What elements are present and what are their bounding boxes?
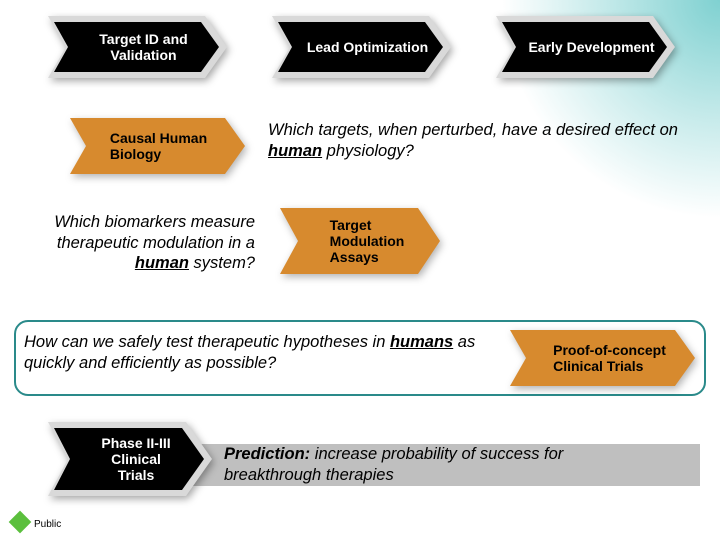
stage-label: Early Development: [502, 22, 667, 72]
chevron-target-modulation: TargetModulationAssays: [280, 208, 440, 274]
chevron-causal-biology: Causal HumanBiology: [70, 118, 245, 174]
chevron-label: Causal HumanBiology: [70, 118, 245, 174]
question-targets: Which targets, when perturbed, have a de…: [268, 120, 688, 161]
chevron-poc-trials: Proof-of-conceptClinical Trials: [510, 330, 695, 386]
stage-label: Phase II-IIIClinicalTrials: [54, 428, 204, 490]
stage-phase-2-3: Phase II-IIIClinicalTrials: [54, 428, 204, 490]
footer-icon: [9, 511, 32, 534]
stage-label: Target ID andValidation: [54, 22, 219, 72]
question-biomarkers: Which biomarkers measure therapeutic mod…: [10, 212, 255, 274]
chevron-label: TargetModulationAssays: [280, 208, 440, 274]
prediction-text: Prediction: increase probability of succ…: [224, 444, 654, 485]
footer-label: Public: [34, 519, 61, 530]
stage-label: Lead Optimization: [278, 22, 443, 72]
chevron-label: Proof-of-conceptClinical Trials: [510, 330, 695, 386]
stage-early-dev: Early Development: [502, 22, 667, 72]
stage-lead-opt: Lead Optimization: [278, 22, 443, 72]
stage-target-id: Target ID andValidation: [54, 22, 219, 72]
question-safely-test: How can we safely test therapeutic hypot…: [24, 332, 484, 373]
